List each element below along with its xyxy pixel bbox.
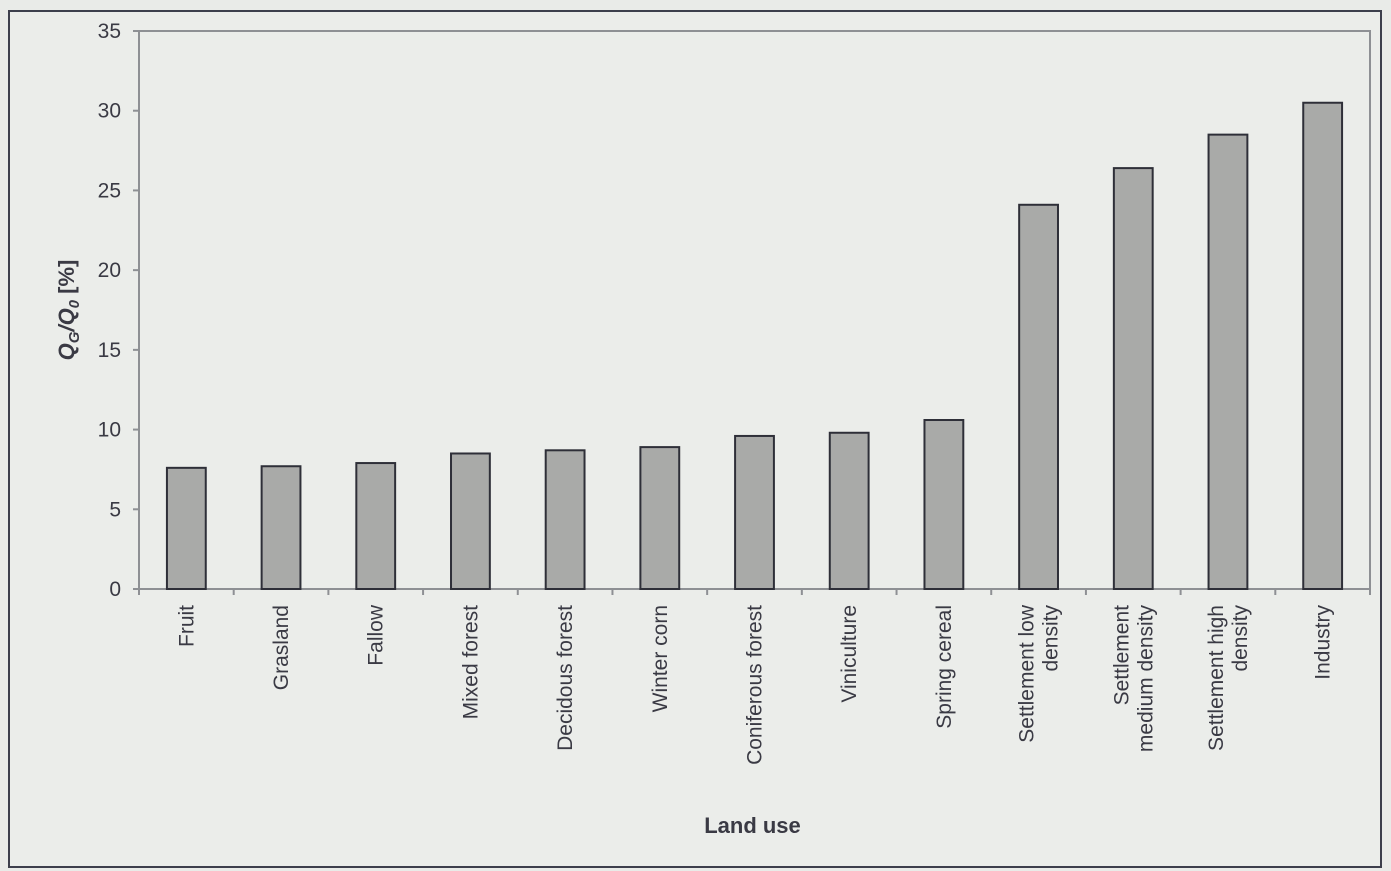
bar [1018, 203, 1059, 591]
bar [355, 462, 397, 590]
bar [1302, 101, 1344, 590]
bar [639, 446, 681, 591]
x-category-label-line: Viniculture [838, 605, 861, 703]
y-tick-label: 5 [109, 498, 121, 521]
x-category-label: Mixed forest [459, 605, 482, 720]
y-tick-label: 30 [98, 100, 121, 123]
x-category-label-line: Settlement [1110, 605, 1133, 706]
bar [165, 466, 207, 590]
x-category-label-line: Settlement high [1205, 605, 1228, 751]
x-category-label: Fallow [365, 604, 388, 666]
x-category-label-line: density [1040, 605, 1063, 672]
y-axis-title-part: Q [54, 343, 79, 360]
bar [544, 449, 586, 590]
bar [450, 452, 491, 590]
x-category-label-line: Fallow [365, 604, 388, 666]
y-tick-label: 35 [98, 20, 121, 43]
y-tick-label: 0 [109, 578, 121, 601]
x-category-label-line: density [1229, 605, 1252, 672]
x-category-label: Coniferous forest [744, 605, 767, 765]
x-category-label-line: Settlement low [1016, 604, 1039, 743]
x-category-label: Winter corn [649, 605, 672, 712]
y-axis: 0 5 10 15 20 25 30 35 [98, 20, 139, 601]
x-category-label-line: Winter corn [649, 605, 672, 712]
x-category-label: Spring cereal [933, 605, 956, 729]
y-axis-title-part: G [66, 331, 83, 343]
bar [1207, 133, 1249, 590]
y-tick-label: 20 [98, 259, 121, 282]
x-category-label: Fruit [175, 605, 198, 647]
y-tick-label: 10 [98, 419, 121, 442]
x-category-label-line: Grasland [270, 605, 293, 690]
bar [1112, 167, 1154, 590]
y-axis-title: QG/Q0 [%] [54, 260, 83, 361]
x-category-label: Viniculture [838, 605, 861, 703]
x-category-label-line: Spring cereal [933, 605, 956, 729]
bar [734, 434, 775, 590]
x-category-label: Grasland [270, 605, 293, 690]
x-category-label: Settlement high density [1205, 605, 1252, 751]
y-axis-title-part: /Q [54, 308, 79, 332]
x-category-label-line: Decidous forest [554, 605, 577, 751]
x-category-label: Settlement medium density [1110, 605, 1157, 753]
x-category-label-line: Industry [1312, 605, 1335, 680]
y-axis-title-part: 0 [66, 299, 83, 308]
bar [923, 419, 965, 590]
y-axis-title-part: [%] [54, 260, 79, 300]
x-category-label-line: Fruit [175, 605, 198, 647]
x-axis-title: Land use [704, 813, 801, 838]
x-category-label: Settlement low density [1016, 604, 1063, 743]
x-category-label: Decidous forest [554, 605, 577, 751]
x-axis-labels: Fruit Grasland Fallow Mixed forest Decidous … [138, 589, 1371, 765]
x-category-label-line: Coniferous forest [744, 605, 767, 765]
y-tick-label: 25 [98, 179, 121, 202]
x-category-label-line: Mixed forest [459, 605, 482, 720]
bar [828, 431, 870, 591]
bars [165, 101, 1344, 591]
bar [260, 465, 302, 590]
y-tick-label: 15 [98, 339, 121, 362]
x-category-label: Industry [1312, 605, 1335, 680]
x-category-label-line: medium density [1134, 605, 1157, 753]
